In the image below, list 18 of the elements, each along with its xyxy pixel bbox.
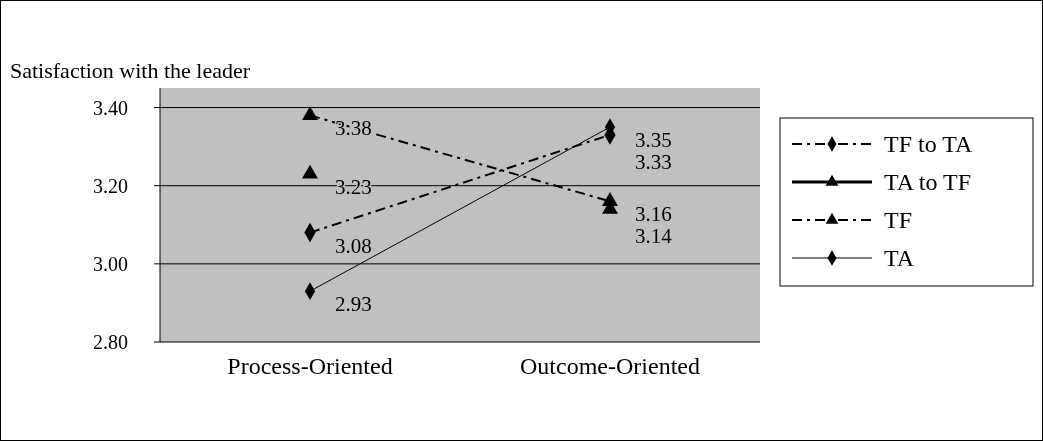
data-label: 3.35 <box>635 128 672 153</box>
y-tick-label: 3.20 <box>93 174 128 197</box>
data-label: 2.93 <box>335 292 372 317</box>
y-tick-label: 2.80 <box>93 331 128 353</box>
data-label: 3.33 <box>635 150 672 175</box>
data-label: 3.08 <box>335 233 372 258</box>
y-tick-label: 3.40 <box>93 96 128 119</box>
legend-label: TA to TF <box>884 169 971 196</box>
y-tick-label: 3.00 <box>93 252 128 275</box>
legend-label: TF <box>884 207 913 234</box>
x-tick-label: Process-Oriented <box>227 353 393 379</box>
chart-title: Satisfaction with the leader <box>10 58 251 83</box>
x-tick-label: Outcome-Oriented <box>520 353 700 379</box>
legend-label: TA <box>884 245 915 272</box>
data-label: 3.16 <box>635 202 672 227</box>
data-label: 3.14 <box>635 224 673 249</box>
legend-label: TF to TA <box>884 131 973 158</box>
point <box>302 164 318 179</box>
